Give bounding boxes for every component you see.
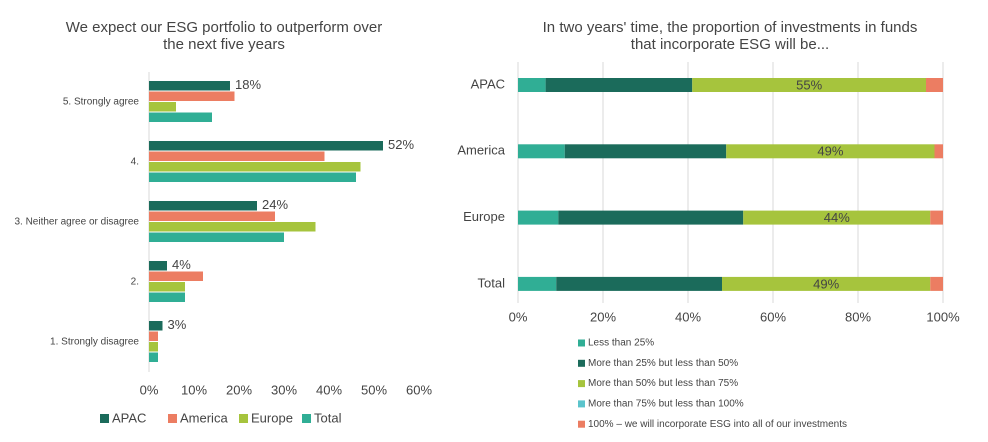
bar — [149, 81, 230, 91]
title-line: In two years' time, the proportion of in… — [543, 19, 918, 36]
bar-segment — [518, 78, 546, 92]
bar-segment — [518, 144, 565, 159]
x-tick-label: 20% — [590, 309, 616, 324]
data-label: 4% — [172, 257, 191, 272]
bar — [149, 331, 158, 341]
x-tick-label: 30% — [271, 382, 297, 397]
bar — [149, 342, 158, 352]
bar-segment — [556, 276, 722, 291]
bar-segment — [692, 78, 926, 92]
bar-segment — [726, 144, 935, 159]
y-tick-label: America — [457, 143, 505, 158]
legend-swatch — [239, 414, 248, 423]
legend-label: Europe — [251, 410, 293, 425]
data-label: 24% — [262, 197, 288, 212]
legend-swatch — [578, 339, 585, 347]
data-label: 3% — [168, 317, 187, 332]
x-tick-label: 20% — [226, 382, 252, 397]
data-label: 44% — [824, 210, 850, 225]
bar-segment — [930, 276, 943, 291]
bar — [149, 172, 356, 182]
y-tick-label: Europe — [463, 209, 505, 224]
legend-label: APAC — [112, 410, 146, 425]
bar-segment — [518, 210, 559, 225]
x-tick-label: 50% — [361, 382, 387, 397]
bar — [149, 352, 158, 362]
legend-label: More than 50% but less than 75% — [588, 378, 738, 389]
legend-swatch — [578, 400, 585, 408]
y-tick-label: 2. — [131, 277, 139, 288]
bar — [149, 162, 361, 172]
y-tick-label: 1. Strongly disagree — [50, 337, 139, 348]
bar — [149, 321, 163, 331]
left-title: We expect our ESG portfolio to outperfor… — [66, 19, 383, 53]
y-tick-label: Total — [478, 275, 506, 290]
y-tick-label: APAC — [471, 76, 505, 91]
data-label: 55% — [796, 77, 822, 92]
y-tick-label: 3. Neither agree or disagree — [14, 217, 139, 228]
bar — [149, 232, 284, 242]
legend-label: More than 25% but less than 50% — [588, 358, 738, 369]
legend-swatch — [302, 414, 311, 423]
bar — [149, 151, 325, 161]
x-tick-label: 60% — [406, 382, 432, 397]
bar-segment — [722, 276, 931, 291]
bar-segment — [564, 144, 727, 159]
bar — [149, 201, 257, 211]
bar — [149, 271, 203, 281]
legend-swatch — [100, 414, 109, 423]
x-tick-label: 40% — [316, 382, 342, 397]
legend-swatch — [168, 414, 177, 423]
legend-label: America — [180, 410, 228, 425]
x-tick-label: 80% — [845, 309, 871, 324]
bar-segment — [518, 276, 557, 291]
bar — [149, 222, 316, 232]
y-tick-label: 5. Strongly agree — [63, 97, 140, 108]
x-tick-label: 60% — [760, 309, 786, 324]
bar-segment — [934, 144, 943, 159]
legend-label: 100% – we will incorporate ESG into all … — [588, 419, 847, 430]
data-label: 18% — [235, 77, 261, 92]
bar — [149, 292, 185, 302]
bar-segment — [545, 78, 693, 92]
y-tick-label: 4. — [131, 157, 139, 168]
data-label: 49% — [817, 144, 843, 159]
x-tick-label: 0% — [509, 309, 528, 324]
title-line: We expect our ESG portfolio to outperfor… — [66, 19, 383, 36]
bar — [149, 282, 185, 292]
bar — [149, 141, 383, 151]
legend-label: Less than 25% — [588, 338, 654, 349]
bar — [149, 261, 167, 271]
x-tick-label: 10% — [181, 382, 207, 397]
bar — [149, 211, 275, 221]
legend-swatch — [578, 380, 585, 388]
legend-swatch — [578, 420, 585, 428]
legend-swatch — [578, 359, 585, 367]
x-tick-label: 100% — [926, 309, 960, 324]
data-label: 49% — [813, 276, 839, 291]
bar — [149, 102, 176, 112]
right-title: In two years' time, the proportion of in… — [543, 19, 918, 53]
bar-segment — [926, 78, 943, 92]
x-tick-label: 40% — [675, 309, 701, 324]
bar-segment — [743, 210, 931, 225]
legend-label: Total — [314, 410, 342, 425]
legend-label: More than 75% but less than 100% — [588, 399, 744, 410]
bar-segment — [558, 210, 744, 225]
bar — [149, 112, 212, 122]
title-line: the next five years — [163, 36, 285, 53]
data-label: 52% — [388, 137, 414, 152]
bar — [149, 91, 235, 101]
bar-segment — [930, 210, 943, 225]
x-tick-label: 0% — [140, 382, 159, 397]
title-line: that incorporate ESG will be... — [631, 36, 829, 53]
